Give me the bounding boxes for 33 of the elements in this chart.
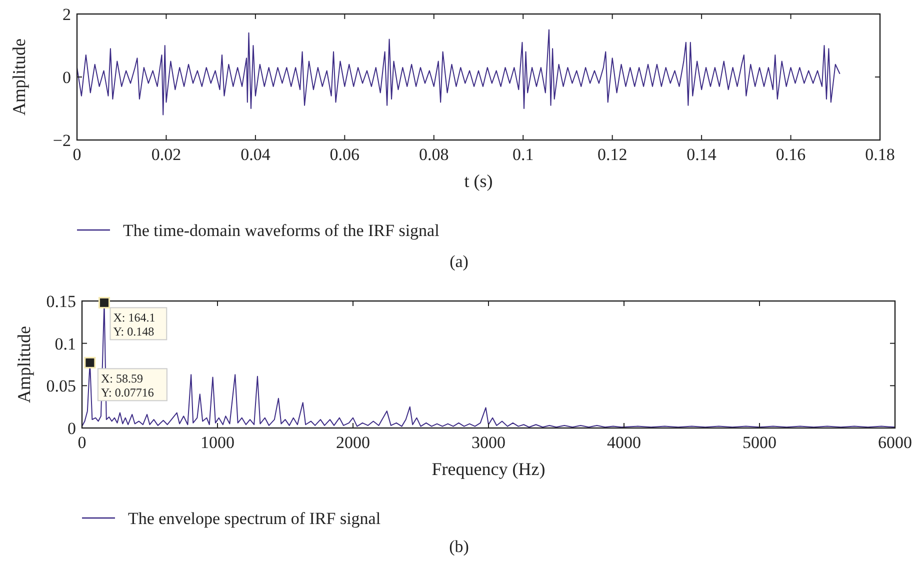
- y-tick-label: 2: [62, 5, 71, 24]
- x-axis-title: t (s): [464, 171, 493, 191]
- y-axis-title: Amplitude: [9, 38, 29, 116]
- legend-label: The time-domain waveforms of the IRF signal: [123, 221, 440, 240]
- y-tick-label: 0.1: [54, 334, 76, 354]
- y-tick-label: 0: [68, 419, 76, 438]
- text: (b): [449, 537, 469, 556]
- y-tick-label: 0: [62, 68, 71, 87]
- x-tick-label: 3000: [472, 433, 506, 452]
- y-tick-label: 0.05: [46, 376, 76, 396]
- y-tick-label: −2: [52, 131, 71, 150]
- text: (a): [450, 252, 468, 271]
- x-tick-label: 0.06: [330, 145, 360, 164]
- y-axis-title: Amplitude: [14, 326, 34, 403]
- x-tick-label: 6000: [878, 433, 912, 452]
- x-tick-label: 1000: [200, 433, 234, 452]
- x-tick-label: 0.14: [686, 145, 717, 164]
- annotation: X: 164.1 Y: 0.148: [113, 310, 156, 339]
- annotation: X: 58.59 Y: 0.07716: [100, 372, 154, 400]
- legend-label: The envelope spectrum of IRF signal: [128, 509, 381, 528]
- x-tick-label: 0.08: [419, 145, 449, 164]
- x-tick-label: 0.02: [151, 145, 182, 164]
- x-tick-label: 0.16: [776, 145, 806, 164]
- x-axis-title: Frequency (Hz): [432, 459, 546, 479]
- x-tick-label: 2000: [336, 433, 370, 452]
- x-tick-label: 0.12: [597, 145, 628, 164]
- x-tick-label: 0.1: [512, 145, 534, 164]
- line-series: [77, 29, 840, 116]
- x-tick-label: 0.04: [240, 145, 271, 164]
- x-tick-label: 5000: [742, 433, 776, 452]
- x-tick-label: 4000: [607, 433, 641, 452]
- x-tick-label: 0.18: [865, 145, 895, 164]
- y-tick-label: 0.15: [46, 292, 76, 311]
